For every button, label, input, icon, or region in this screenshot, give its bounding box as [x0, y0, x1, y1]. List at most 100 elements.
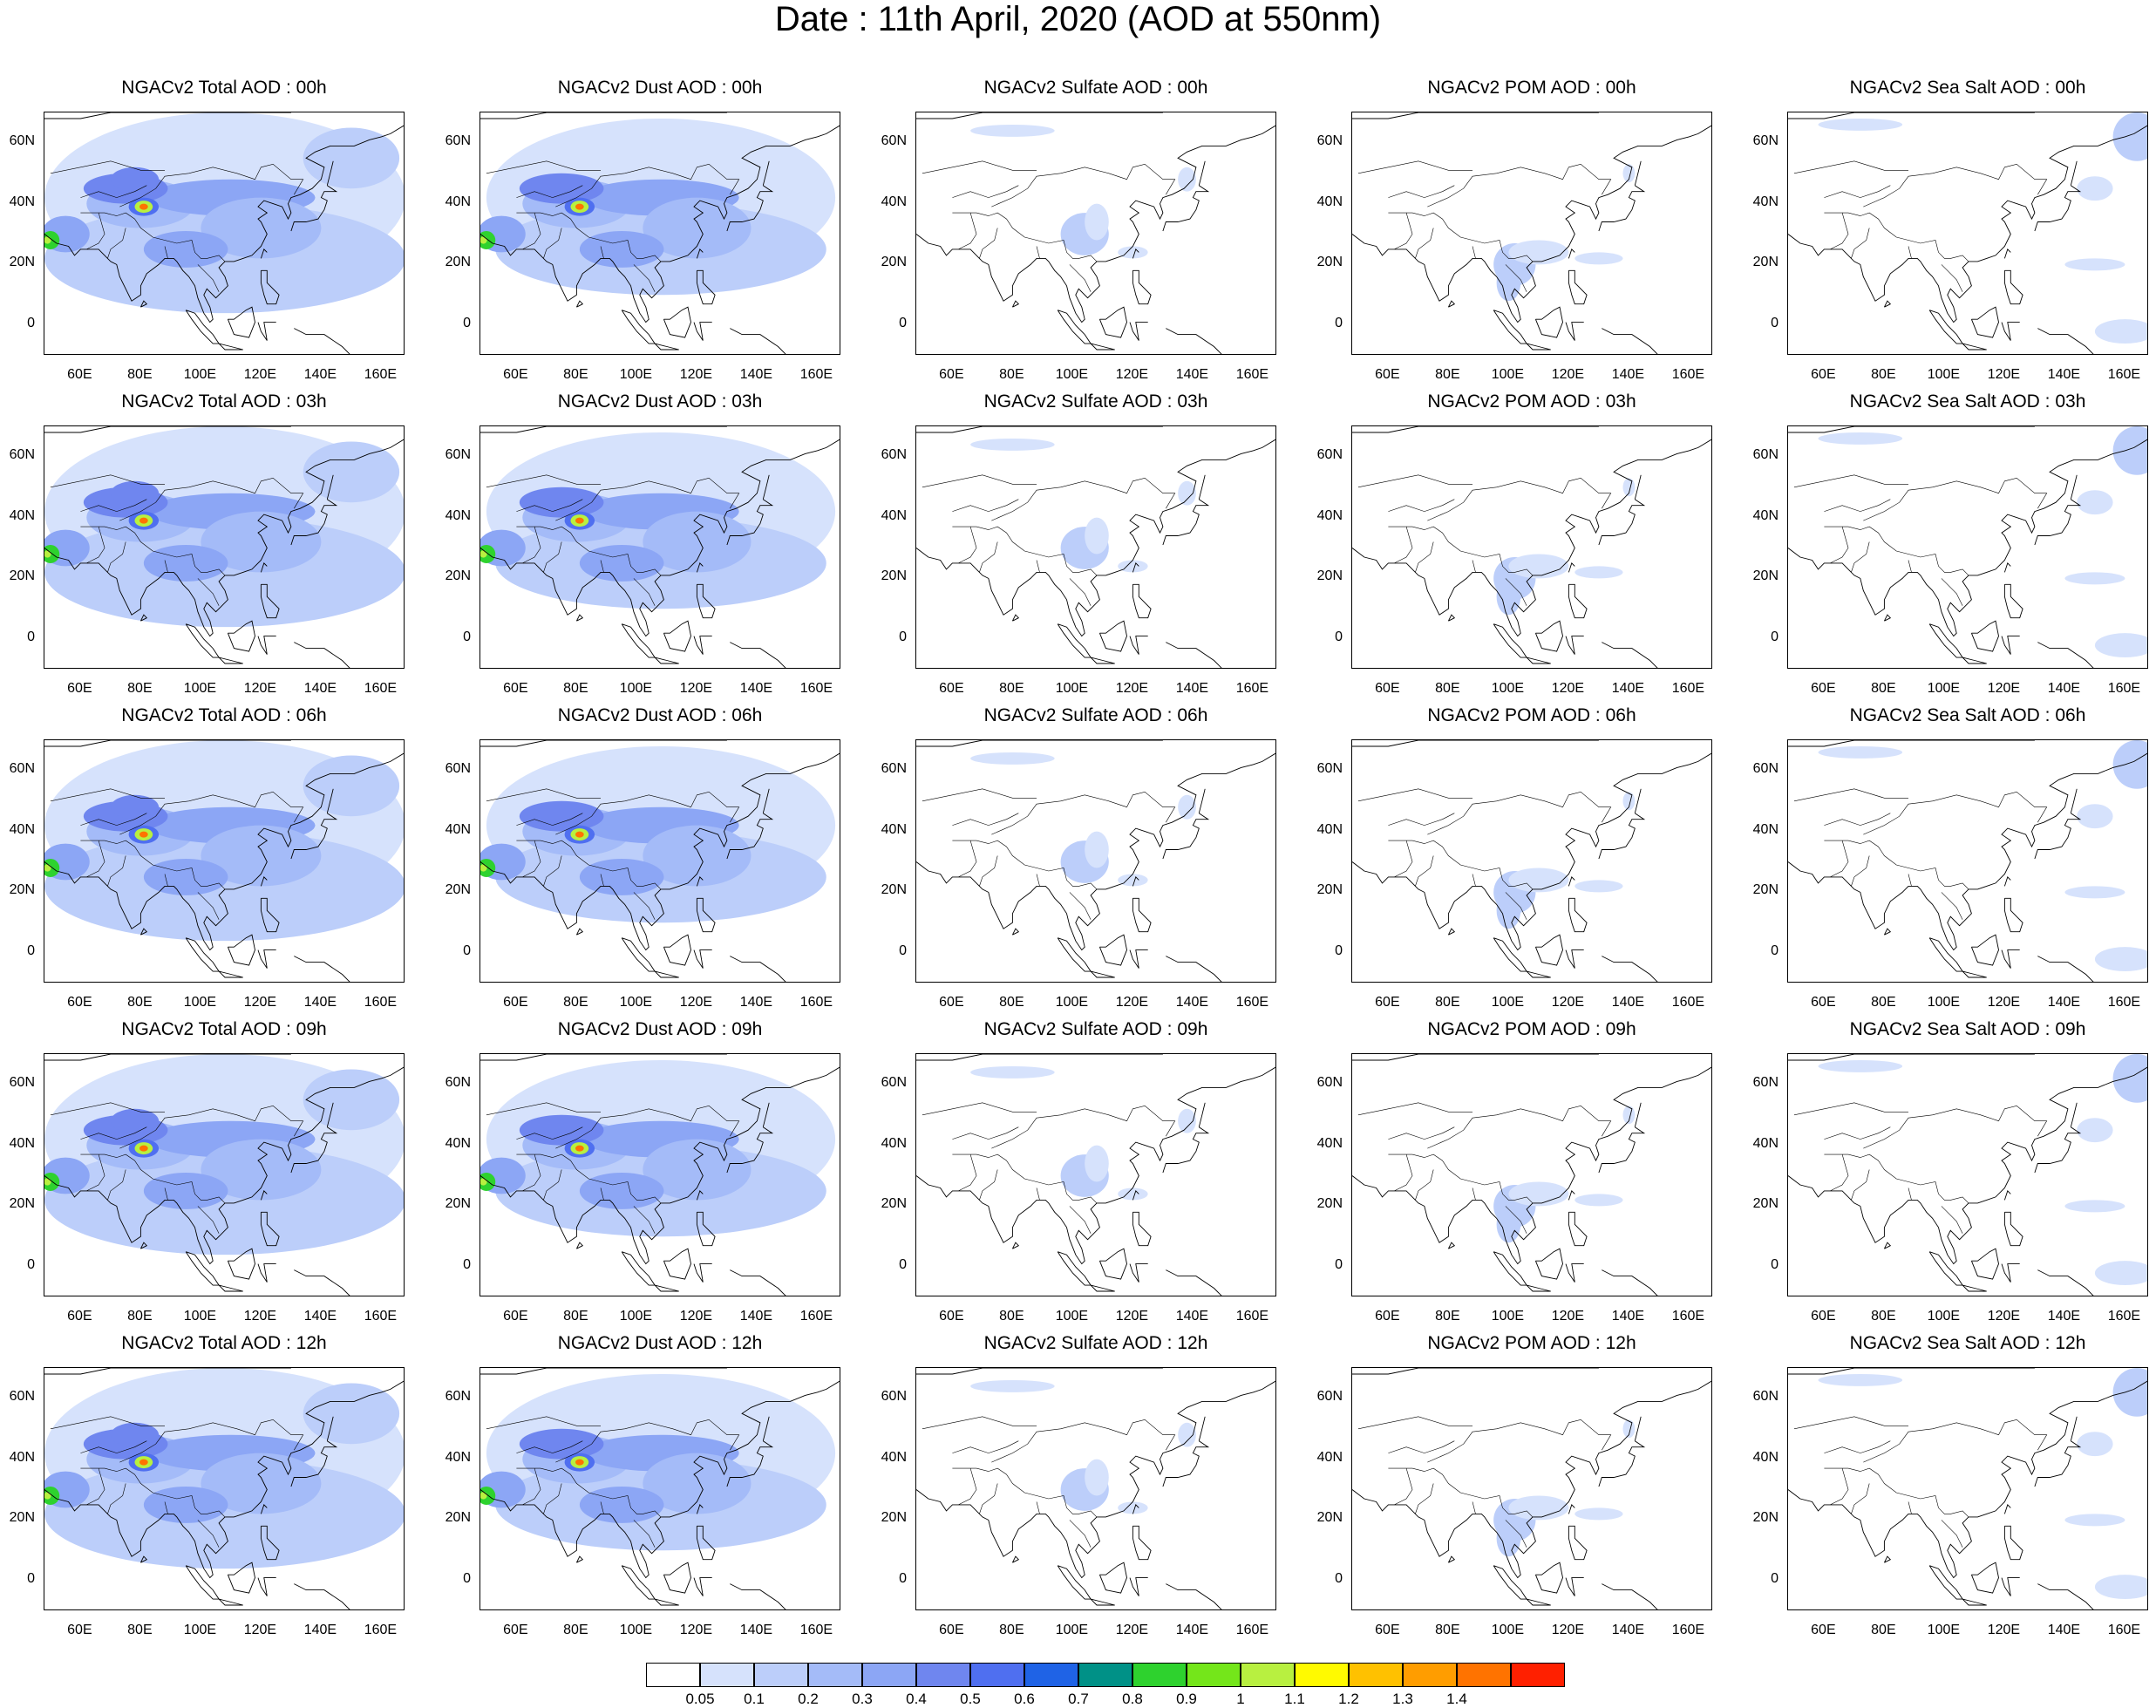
- coastline: [696, 269, 716, 305]
- map-frame: [1787, 1367, 2148, 1610]
- country-border: [1505, 892, 1527, 920]
- coastline: [575, 928, 584, 936]
- aod-plume: [1178, 794, 1196, 820]
- country-border: [1357, 474, 1472, 488]
- country-border: [1851, 1483, 1870, 1514]
- coastline: [1565, 636, 1584, 655]
- coastline: [1162, 499, 1210, 546]
- coastline: [139, 928, 148, 936]
- x-tick-label: 140E: [1611, 1309, 1645, 1324]
- coastline: [1132, 583, 1152, 619]
- coastline: [480, 125, 840, 323]
- x-tick-label: 80E: [563, 681, 588, 696]
- coastline: [726, 1126, 774, 1174]
- x-tick-label: 140E: [303, 681, 337, 696]
- x-tick-label: 160E: [1235, 1309, 1269, 1324]
- map-frame: [44, 1367, 405, 1610]
- country-border: [555, 1105, 740, 1149]
- coastline: [1962, 657, 1987, 664]
- aod-plume: [575, 517, 584, 524]
- aod-plume: [303, 1383, 400, 1445]
- country-border: [952, 1126, 1019, 1140]
- coastline: [916, 1368, 1163, 1375]
- aod-plume: [303, 127, 400, 189]
- country-border: [197, 578, 220, 606]
- x-tick-label: 160E: [799, 1309, 833, 1324]
- country-border: [600, 560, 604, 573]
- coastline: [663, 934, 691, 966]
- coastline: [480, 112, 727, 119]
- coastline: [2003, 269, 2023, 305]
- coastline: [1090, 1598, 1115, 1606]
- aod-plume: [303, 1069, 400, 1131]
- coastline: [1447, 300, 1456, 308]
- map-frame: [915, 112, 1276, 355]
- country-border: [80, 1126, 147, 1140]
- x-tick-label: 60E: [939, 367, 964, 382]
- colorbar-label: 0.2: [798, 1691, 819, 1707]
- coastline: [1883, 928, 1892, 936]
- coastline: [1132, 1190, 1139, 1201]
- country-border: [543, 1483, 562, 1514]
- map-frame: [479, 425, 840, 669]
- coastline: [185, 310, 220, 344]
- x-tick-label: 160E: [1671, 995, 1705, 1010]
- y-tick-label: 20N: [1316, 1196, 1343, 1212]
- country-border: [86, 213, 105, 250]
- aod-map-svg: [1352, 740, 1711, 982]
- panel-title: NGACv2 POM AOD : 00h: [1427, 78, 1636, 98]
- y-tick-label: 20N: [9, 1196, 35, 1212]
- aod-plume: [575, 1459, 584, 1466]
- panel-title: NGACv2 Total AOD : 00h: [121, 78, 327, 98]
- coastline: [621, 937, 656, 972]
- aod-map-svg: [480, 112, 840, 354]
- coastline: [1057, 1565, 1092, 1600]
- coastline: [260, 562, 268, 573]
- aod-plume: [110, 480, 160, 506]
- country-border: [952, 1440, 1019, 1453]
- coastline: [2001, 1577, 2020, 1596]
- country-border: [1472, 1187, 1476, 1201]
- x-tick-label: 80E: [127, 681, 153, 696]
- country-border: [1388, 212, 1534, 262]
- country-border: [1851, 1169, 1870, 1201]
- coastline: [1162, 1126, 1210, 1174]
- coastline: [575, 300, 584, 308]
- coastline: [290, 499, 338, 546]
- map-frame: [44, 425, 405, 669]
- country-border: [922, 1416, 1037, 1430]
- colorbar-swatch: [862, 1663, 916, 1687]
- coastline: [1568, 1504, 1575, 1514]
- x-tick-label: 80E: [1871, 681, 1896, 696]
- y-tick-label: 20N: [445, 882, 471, 898]
- coastline: [480, 426, 727, 433]
- x-tick-label: 160E: [364, 367, 398, 382]
- coastline: [1598, 1126, 1646, 1174]
- x-tick-label: 140E: [1175, 367, 1209, 382]
- coastline: [2003, 876, 2011, 887]
- coastline: [1928, 310, 1963, 344]
- coastline: [916, 1380, 1275, 1579]
- aod-plume: [1574, 1194, 1623, 1207]
- coastline: [730, 328, 786, 354]
- coastline: [1788, 740, 2035, 747]
- panel-title: NGACv2 Dust AOD : 03h: [557, 391, 763, 412]
- x-tick-label: 120E: [1115, 1309, 1149, 1324]
- country-border: [522, 1154, 541, 1192]
- x-tick-label: 60E: [1811, 1309, 1836, 1324]
- coastline: [1598, 813, 1646, 860]
- country-border: [164, 246, 168, 259]
- x-tick-label: 100E: [1491, 1623, 1525, 1637]
- x-tick-label: 100E: [619, 1623, 653, 1637]
- country-border: [952, 212, 1098, 262]
- aod-plume: [143, 1173, 228, 1209]
- coastline: [2001, 949, 2020, 969]
- coastline: [621, 1565, 656, 1600]
- panel-title: NGACv2 Dust AOD : 09h: [557, 1019, 763, 1039]
- coastline: [2003, 1504, 2011, 1514]
- x-tick-label: 120E: [1115, 681, 1149, 696]
- map-frame: [915, 425, 1276, 669]
- coastline: [621, 310, 656, 344]
- coastline: [294, 956, 350, 982]
